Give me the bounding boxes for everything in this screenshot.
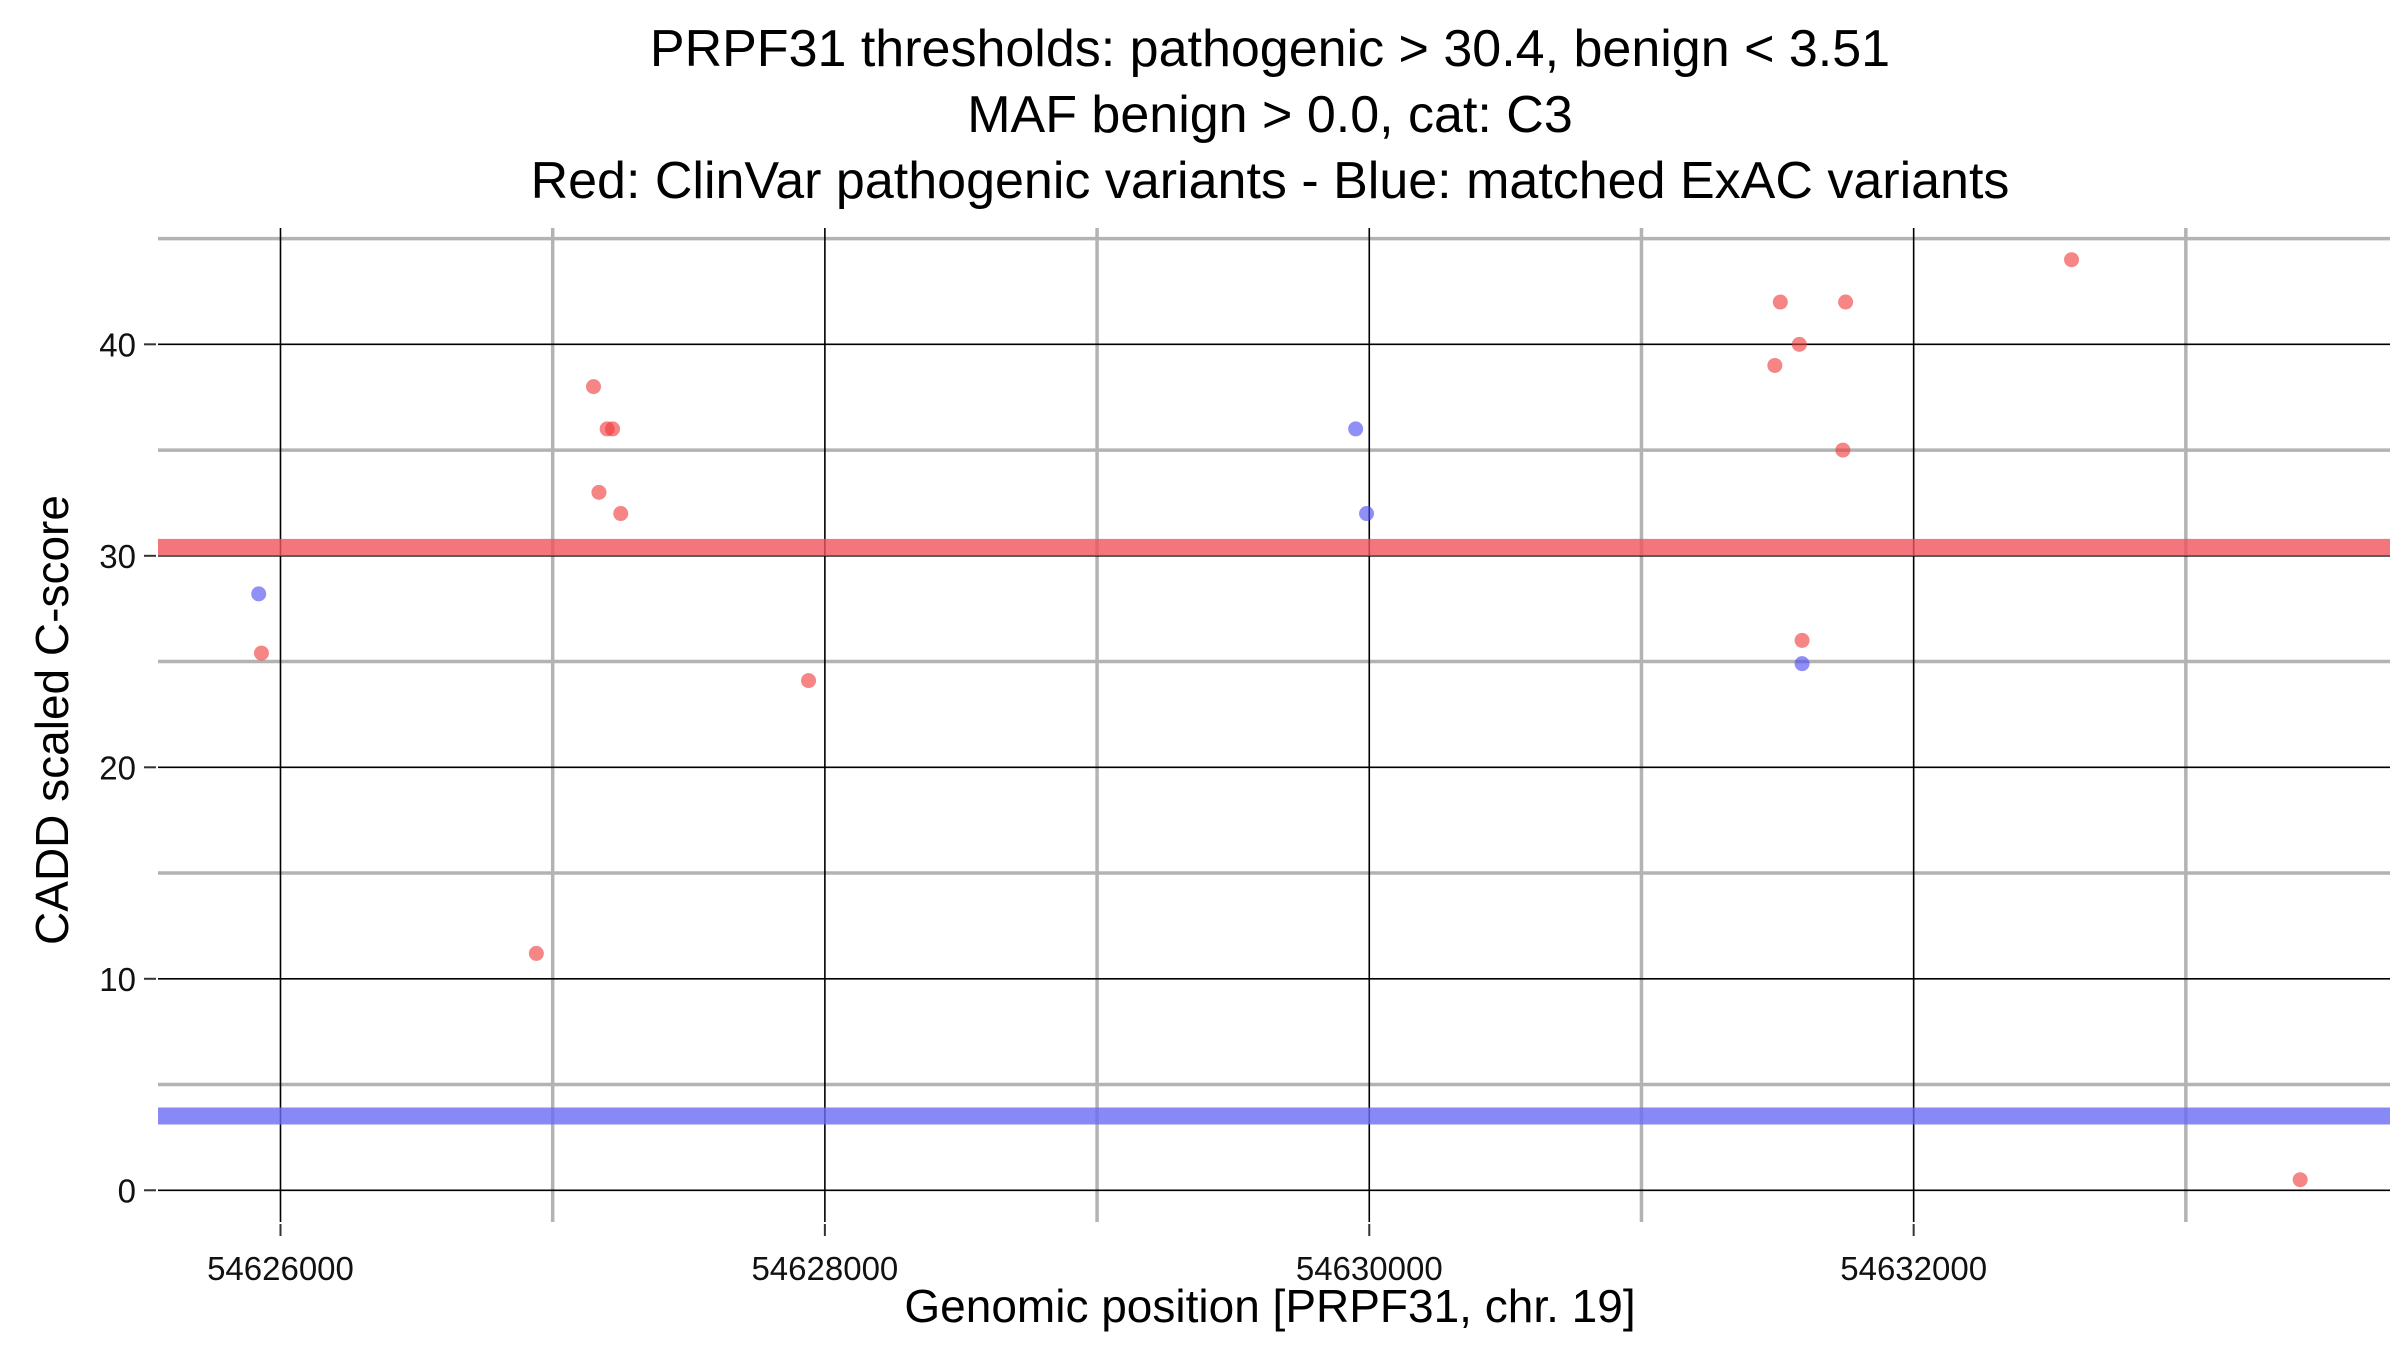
- y-tick-label: 10: [99, 961, 136, 998]
- clinvar-pathogenic-point: [2292, 1172, 2308, 1188]
- clinvar-pathogenic-point: [586, 379, 602, 395]
- clinvar-pathogenic-point: [253, 645, 269, 661]
- clinvar-pathogenic-point: [1794, 632, 1810, 648]
- exac-variant-point: [1359, 506, 1375, 522]
- data-points: [251, 252, 2308, 1188]
- y-tick-label: 40: [99, 326, 136, 363]
- clinvar-pathogenic-point: [2064, 252, 2080, 268]
- clinvar-pathogenic-point: [528, 945, 544, 961]
- clinvar-pathogenic-point: [801, 673, 817, 689]
- clinvar-pathogenic-point: [605, 421, 621, 437]
- x-axis-ticks: 54626000 54628000 54630000 54632000: [207, 1224, 1987, 1287]
- minor-gridlines: [158, 228, 2390, 1222]
- x-tick-label: 54628000: [751, 1250, 898, 1287]
- chart-title: PRPF31 thresholds: pathogenic > 30.4, be…: [531, 20, 2010, 210]
- x-tick-label: 54632000: [1840, 1250, 1987, 1287]
- clinvar-pathogenic-point: [613, 506, 629, 522]
- y-tick-label: 20: [99, 749, 136, 786]
- clinvar-pathogenic-point: [1772, 294, 1788, 310]
- exac-variant-point: [1794, 656, 1810, 672]
- clinvar-pathogenic-point: [1838, 294, 1854, 310]
- clinvar-pathogenic-point: [1835, 442, 1851, 458]
- clinvar-pathogenic-point: [1767, 357, 1783, 373]
- chart-title-line-2: MAF benign > 0.0, cat: C3: [967, 86, 1573, 144]
- x-tick-label: 54626000: [207, 1250, 354, 1287]
- exac-variant-point: [1348, 421, 1364, 437]
- exac-variant-point: [251, 586, 267, 602]
- clinvar-pathogenic-point: [1791, 336, 1807, 352]
- major-gridlines: [158, 228, 2390, 1222]
- y-tick-label: 0: [118, 1172, 136, 1209]
- chart-title-line-1: PRPF31 thresholds: pathogenic > 30.4, be…: [650, 20, 1890, 78]
- y-axis-label: CADD scaled C-score: [26, 495, 78, 945]
- chart-title-line-3: Red: ClinVar pathogenic variants - Blue:…: [531, 152, 2010, 210]
- x-tick-label: 54630000: [1296, 1250, 1443, 1287]
- x-axis-label: Genomic position [PRPF31, chr. 19]: [904, 1280, 1635, 1332]
- clinvar-pathogenic-point: [591, 484, 607, 500]
- y-tick-label: 30: [99, 538, 136, 575]
- y-axis-ticks: 0 10 20 30 40: [99, 326, 156, 1209]
- threshold-lines: [158, 538, 2390, 1125]
